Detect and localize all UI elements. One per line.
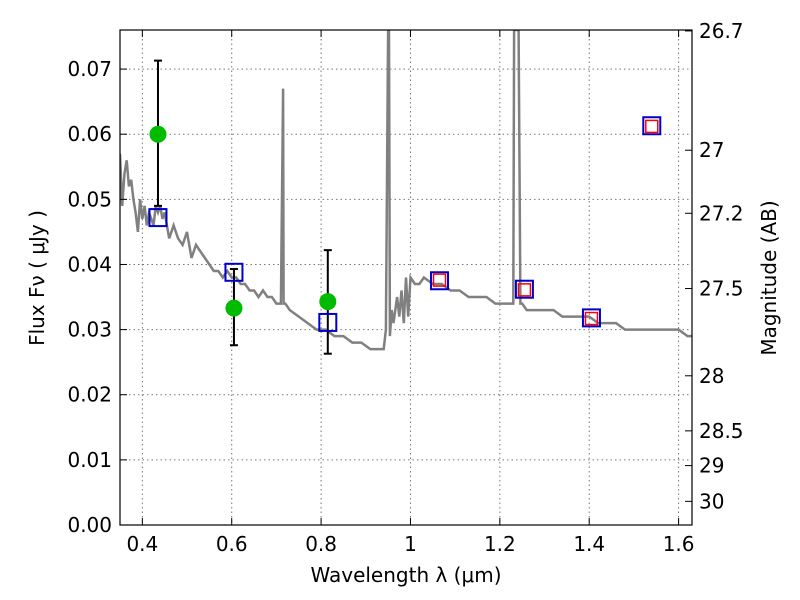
y-axis-title: Flux Fν ( μJy ): [25, 210, 49, 346]
y2-tick-label: 27.2: [699, 201, 744, 225]
y2-tick-label: 28: [699, 364, 724, 388]
y-axis-ticks: 0.00 0.01 0.02 0.03 0.04 0.05 0.06 0.07: [67, 57, 127, 537]
model-red-square: [584, 311, 599, 326]
model-red-squares: [432, 119, 659, 326]
model-blue-square: [581, 308, 601, 328]
x-tick-label: 0.6: [216, 532, 248, 556]
x-axis-ticks: 0.4 0.6 0.8 1 1.2 1.4 1.6: [126, 30, 695, 556]
y2-tick-label: 30: [699, 489, 724, 513]
observed-point: [225, 299, 243, 317]
x-tick-label: 1: [404, 532, 417, 556]
y2-tick-label: 29: [699, 454, 724, 478]
x-axis-title: Wavelength λ (μm): [310, 563, 501, 587]
y2-axis-title: Magnitude (AB): [757, 200, 781, 355]
model-blue-square: [514, 279, 534, 299]
y2-tick-label: 27: [699, 138, 724, 162]
y-tick-label: 0.05: [67, 187, 112, 211]
model-blue-square: [148, 208, 168, 228]
model-blue-square: [318, 312, 338, 332]
y2-tick-label: 27.5: [699, 277, 744, 301]
observed-point: [149, 125, 167, 143]
model-red-square: [645, 119, 659, 134]
y-tick-label: 0.02: [67, 383, 112, 407]
model-red-square: [517, 283, 532, 297]
template-spectrum-line: [120, 30, 692, 351]
x-tick-label: 1.4: [573, 532, 605, 556]
observed-points: [149, 125, 337, 317]
y-tick-label: 0.01: [67, 448, 112, 472]
x-tick-label: 0.8: [305, 532, 337, 556]
x-tick-label: 0.4: [126, 532, 158, 556]
y2-tick-label: 26.7: [699, 19, 744, 43]
model-red-square: [432, 273, 447, 287]
y-tick-label: 0.04: [67, 252, 112, 276]
model-blue-square: [430, 271, 450, 291]
plot-frame: [119, 29, 693, 526]
y2-axis-ticks: 26.7 27 27.2 27.5 28 28.5 29 30: [685, 19, 744, 513]
x-tick-label: 1.6: [663, 532, 695, 556]
y-tick-label: 0.00: [67, 513, 112, 537]
y-tick-label: 0.07: [67, 57, 112, 81]
observed-point: [319, 293, 337, 311]
model-blue-square: [224, 262, 244, 282]
y-tick-label: 0.03: [67, 318, 112, 342]
y-tick-label: 0.06: [67, 122, 112, 146]
model-blue-square: [642, 116, 662, 136]
y2-tick-label: 28.5: [699, 419, 744, 443]
model-blue-squares: [148, 116, 662, 332]
x-tick-label: 1.2: [484, 532, 516, 556]
